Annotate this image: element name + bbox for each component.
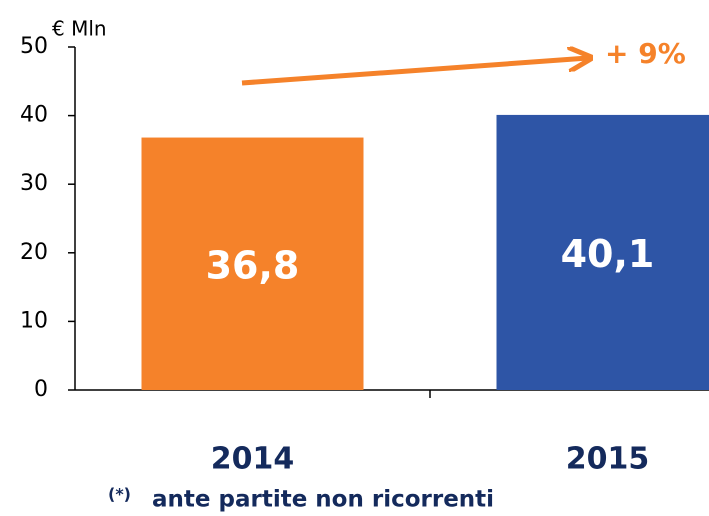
y-tick-label: 10 <box>20 308 48 333</box>
footnote-marker: (*) <box>108 485 131 504</box>
x-tick-label: 2015 <box>566 442 650 477</box>
y-tick-label: 0 <box>34 377 48 402</box>
footnote: ante partite non ricorrenti <box>152 487 494 513</box>
annotation: + 9% <box>605 37 686 70</box>
y-tick-label: 40 <box>20 103 48 128</box>
bar <box>141 137 364 390</box>
y-tick-label: 20 <box>20 240 48 265</box>
value-label: 36,8 <box>206 243 300 287</box>
growth-arrow <box>241 58 588 86</box>
y-tick-label: 50 <box>20 34 48 59</box>
y-tick-label: 30 <box>20 171 48 196</box>
value-label: 40,1 <box>561 232 655 276</box>
x-tick-label: 2014 <box>211 442 295 477</box>
y-axis-label: € Mln <box>52 17 107 41</box>
bar <box>496 114 709 390</box>
